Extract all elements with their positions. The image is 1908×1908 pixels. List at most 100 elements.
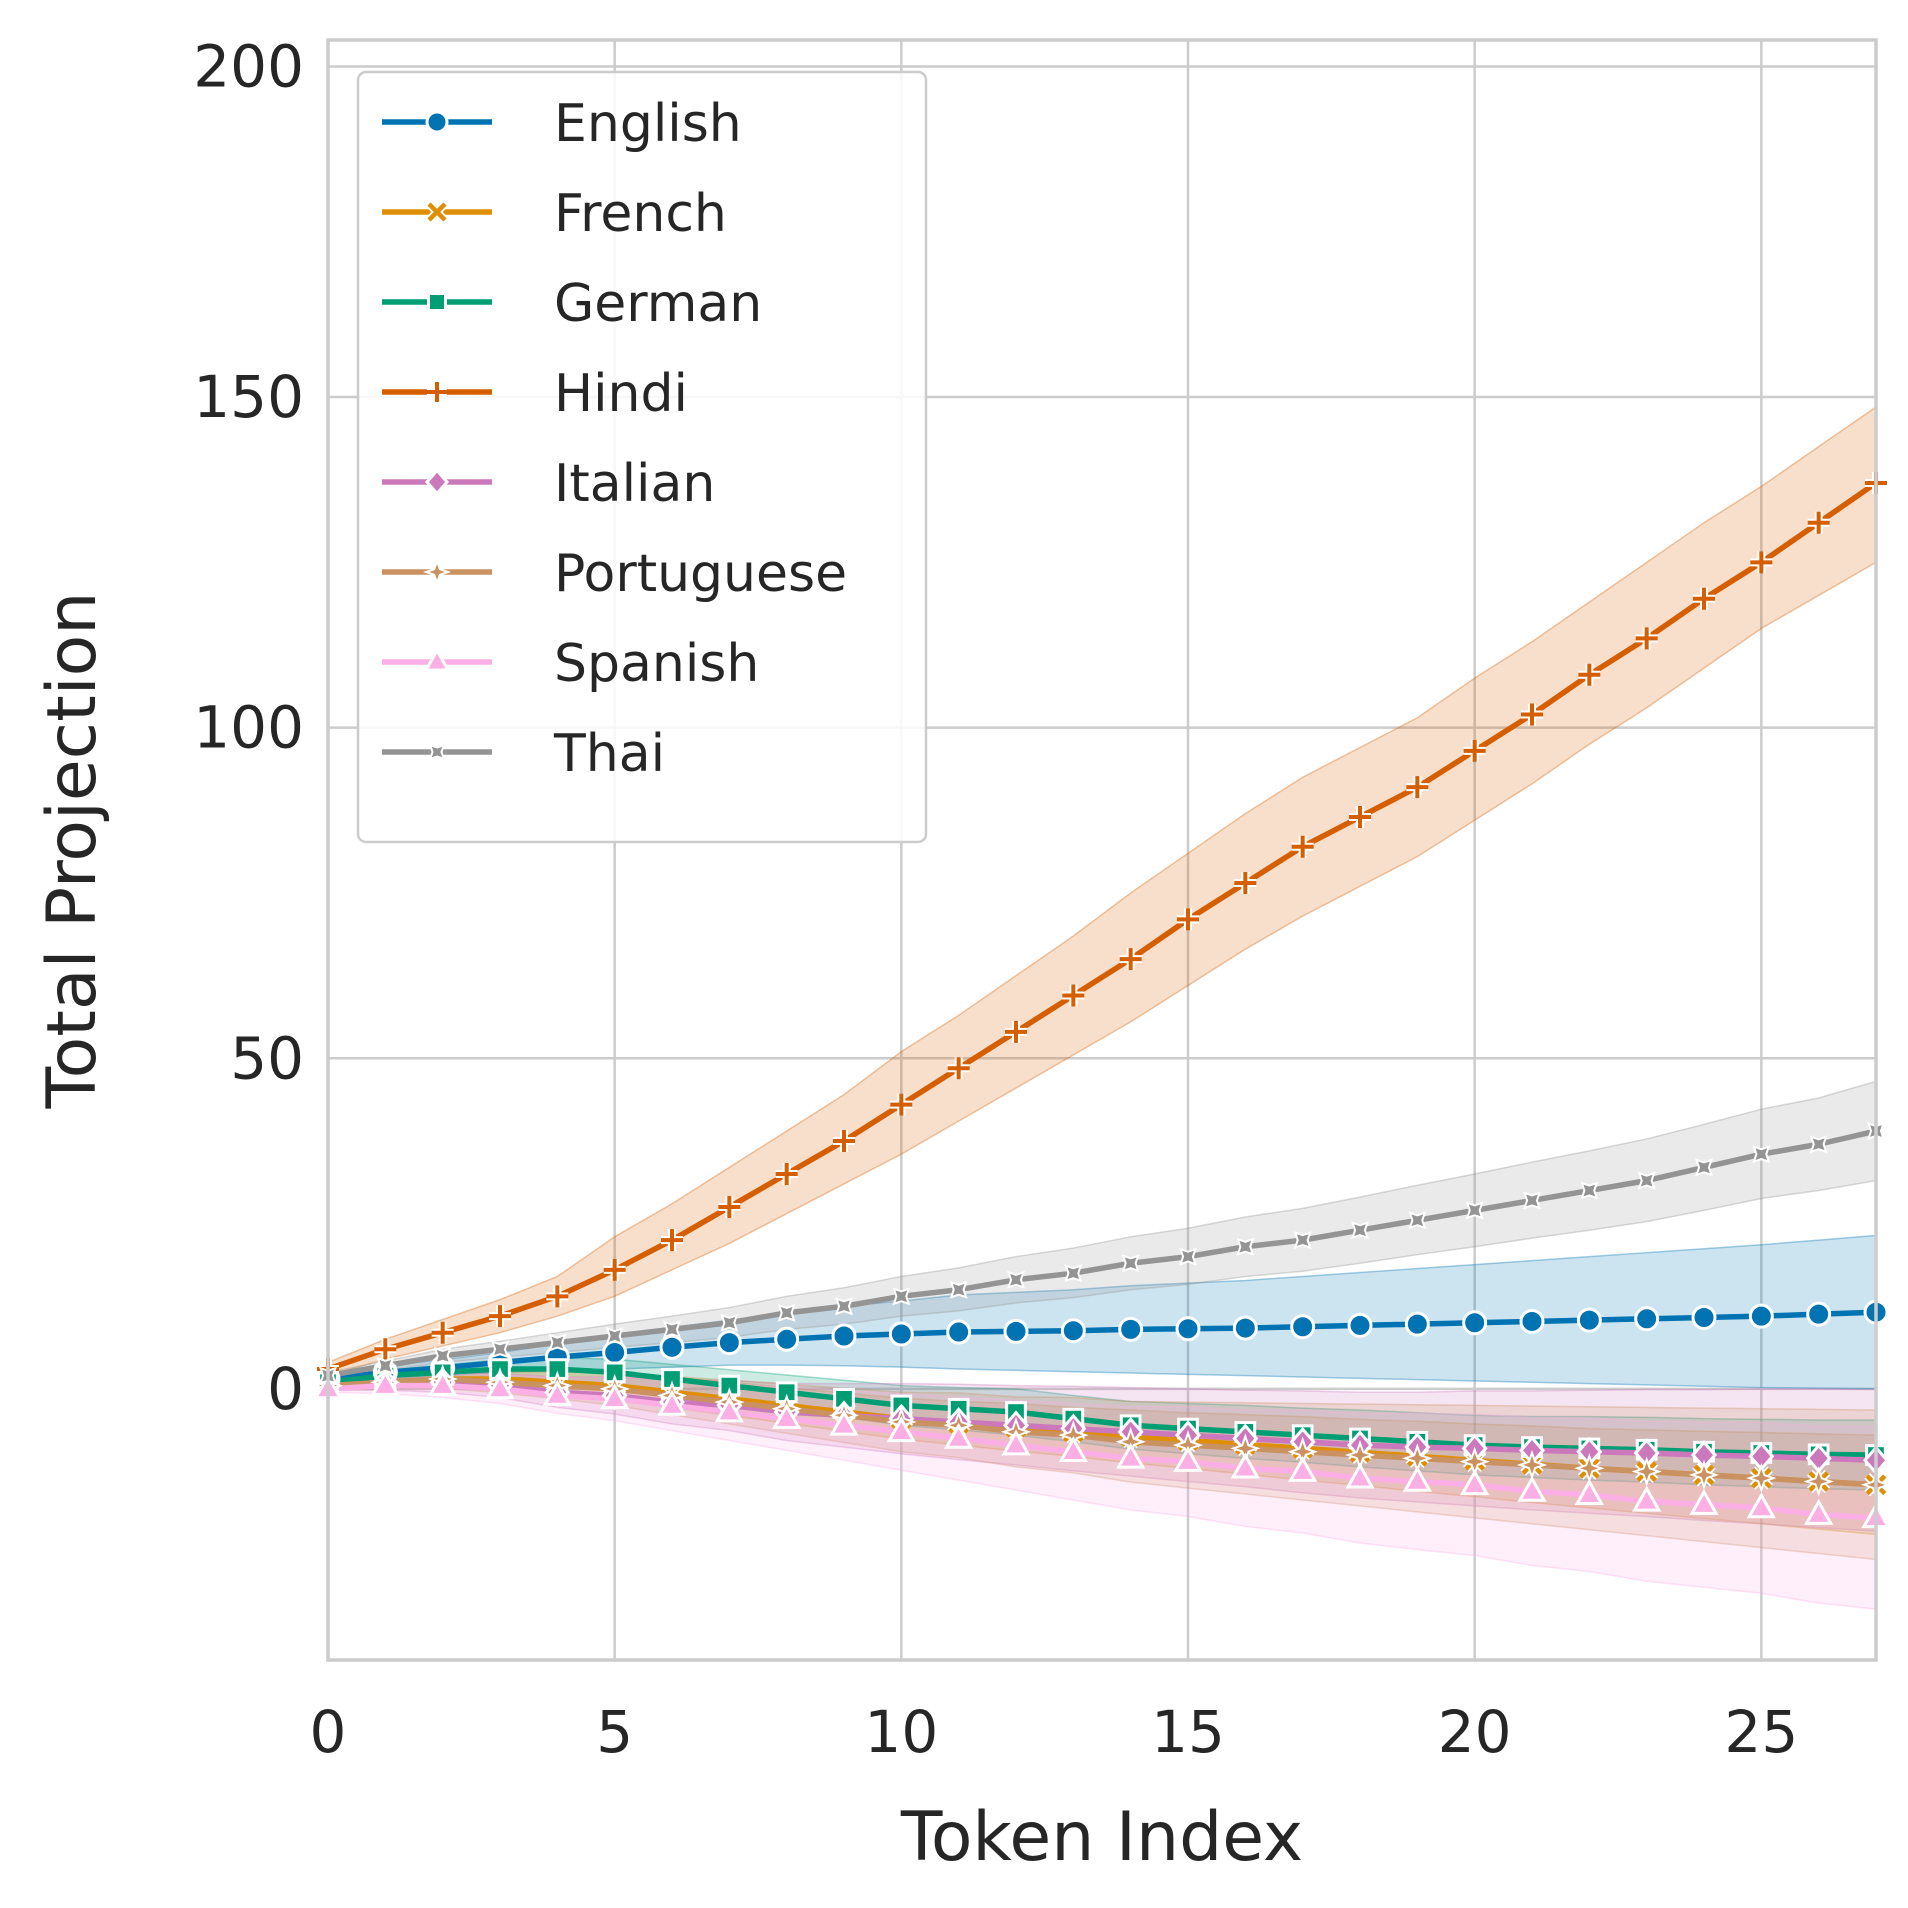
marker-plus [427,382,447,402]
x-tick-label: 5 [596,1698,633,1766]
point-spanish [886,1416,917,1443]
marker-plus-stroke [1005,1020,1027,1043]
point-english [888,1321,914,1347]
point-english [1232,1315,1258,1341]
plot-frame [326,38,1878,1662]
point-english [774,1326,800,1352]
point-english [659,1334,685,1360]
legend-label-hindi: Hindi [554,364,688,424]
marker-x-stroke [427,202,447,222]
point-portuguese [1688,1459,1720,1491]
marker-plus-stroke [1406,776,1429,799]
point-spanish [1058,1436,1089,1463]
line-hindi [327,480,1878,1372]
point-thai [376,1356,395,1375]
legend: English French German Hindi Italian Portugues… [356,70,928,844]
point-spanish [599,1383,630,1410]
legend-item-french: French [382,184,727,244]
point-thai [1236,1237,1255,1256]
point-english [1519,1308,1545,1334]
point-thai [605,1327,624,1345]
marker-tri [428,743,446,761]
marker-plus-stroke [1635,627,1658,650]
points-spanish [313,1369,1891,1529]
marker-square [427,292,447,312]
point-hindi [374,1338,397,1361]
marker-plus-stroke [1693,587,1715,610]
marker-plus-stroke [1807,511,1830,534]
point-spanish [427,1369,458,1396]
x-tick-label: 15 [1151,1698,1225,1766]
legend-box [356,70,928,844]
point-thai [1064,1264,1083,1283]
point-hindi [489,1305,511,1328]
point-thai [949,1280,968,1299]
point-english [1806,1301,1832,1327]
marker-plus-stroke [833,1129,855,1152]
legend-item-italian: Italian [382,454,715,514]
marker-plus-stroke [1349,805,1371,828]
point-thai [1580,1181,1599,1200]
point-english [946,1319,972,1345]
point-hindi [1005,1020,1027,1043]
line-german [327,1366,1877,1458]
point-english [831,1323,857,1349]
marker-plus-stroke [1750,551,1773,574]
point-english [1576,1307,1602,1333]
marker-plus-stroke [431,1321,454,1344]
point-spanish [1746,1492,1777,1519]
y-tick-label: 150 [193,363,304,431]
point-portuguese [1803,1466,1834,1497]
marker-plus-stroke [546,1285,569,1308]
legend-item-english: English [382,94,742,154]
point-spanish [771,1402,802,1429]
point-spanish [657,1389,687,1416]
point-thai [1351,1221,1369,1240]
point-hindi [1750,551,1773,574]
legend-item-thai: Thai [382,724,665,784]
point-english [1634,1306,1660,1332]
point-spanish [1459,1469,1490,1496]
x-tick-label: 25 [1724,1698,1798,1766]
point-thai [491,1340,509,1359]
point-english [1060,1318,1086,1344]
point-spanish [485,1373,515,1400]
point-hindi [718,1196,741,1219]
point-spanish [1173,1445,1203,1472]
tick-labels: 0 5 10 15 20 25 0 50 100 150 200 [193,32,1798,1766]
point-thai [1523,1191,1541,1210]
point-thai [433,1346,452,1365]
point-english [1347,1312,1373,1338]
point-thai [1465,1201,1484,1220]
line-spanish [327,1382,1877,1521]
y-tick-label: 50 [230,1024,304,1092]
point-hindi [1177,908,1199,931]
series-markers [312,472,1892,1529]
point-english [602,1340,628,1366]
line-italian [327,1379,1877,1464]
point-spanish [1574,1478,1605,1505]
point-hindi [1807,511,1830,534]
point-thai [1007,1270,1025,1289]
point-english [1462,1310,1488,1336]
y-tick-label: 0 [267,1355,304,1423]
marker-plus-stroke [1578,663,1601,686]
point-thai [548,1333,567,1352]
point-thai [1293,1231,1312,1250]
marker-plus-stroke [489,1305,511,1328]
legend-label-french: French [554,184,727,244]
point-spanish [1001,1429,1031,1456]
point-spanish [714,1396,745,1423]
marker-plus-stroke [1177,908,1199,931]
legend-item-hindi: Hindi [382,364,688,424]
point-spanish [1631,1485,1662,1512]
point-english [716,1330,742,1356]
point-thai [1121,1254,1140,1273]
point-thai [777,1303,796,1322]
point-spanish [1803,1498,1834,1525]
point-spanish [1402,1465,1433,1492]
point-hindi [1062,984,1085,1007]
point-english [1175,1316,1201,1342]
